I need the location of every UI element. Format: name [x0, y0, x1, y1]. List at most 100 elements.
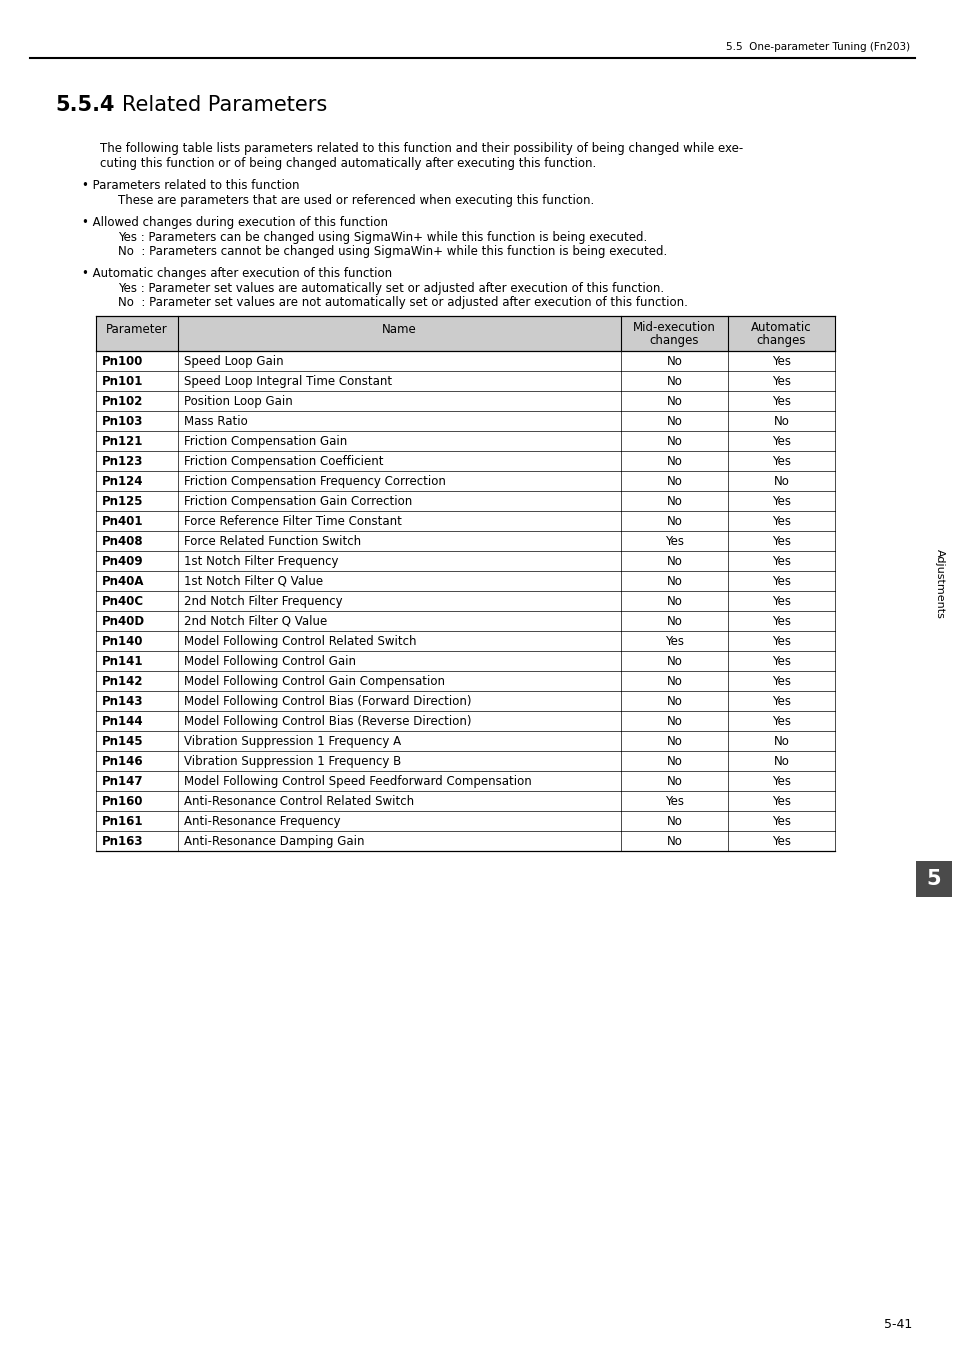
Bar: [96, 612, 834, 630]
Text: Pn101: Pn101: [102, 375, 143, 387]
Text: Pn144: Pn144: [102, 716, 144, 728]
Text: Mass Ratio: Mass Ratio: [184, 414, 248, 428]
Text: Position Loop Gain: Position Loop Gain: [184, 396, 293, 408]
Text: No: No: [666, 414, 681, 428]
Text: These are parameters that are used or referenced when executing this function.: These are parameters that are used or re…: [118, 194, 594, 207]
Text: Adjustments: Adjustments: [934, 548, 944, 618]
Text: Pn161: Pn161: [102, 815, 143, 828]
Text: Yes: Yes: [664, 535, 683, 548]
Text: Anti-Resonance Frequency: Anti-Resonance Frequency: [184, 815, 340, 828]
Text: Force Reference Filter Time Constant: Force Reference Filter Time Constant: [184, 514, 401, 528]
Text: Yes: Yes: [771, 435, 790, 448]
Text: Pn145: Pn145: [102, 734, 144, 748]
Bar: [96, 392, 834, 410]
Text: Model Following Control Bias (Reverse Direction): Model Following Control Bias (Reverse Di…: [184, 716, 471, 728]
Text: Pn124: Pn124: [102, 475, 143, 487]
Text: No: No: [666, 455, 681, 468]
Text: No: No: [773, 475, 789, 487]
Text: Yes: Yes: [771, 455, 790, 468]
Text: No: No: [666, 396, 681, 408]
Text: Pn142: Pn142: [102, 675, 143, 688]
Bar: [96, 651, 834, 671]
Text: No: No: [666, 555, 681, 568]
Text: No: No: [666, 755, 681, 768]
Text: Automatic: Automatic: [750, 321, 811, 333]
Text: Yes: Yes: [771, 675, 790, 688]
Text: Pn40C: Pn40C: [102, 595, 144, 608]
Text: Yes : Parameters can be changed using SigmaWin+ while this function is being exe: Yes : Parameters can be changed using Si…: [118, 231, 646, 244]
Bar: [96, 371, 834, 392]
Text: Yes: Yes: [771, 634, 790, 648]
Text: Pn123: Pn123: [102, 455, 143, 468]
Text: • Allowed changes during execution of this function: • Allowed changes during execution of th…: [82, 216, 388, 230]
Text: No: No: [666, 616, 681, 628]
Text: Friction Compensation Frequency Correction: Friction Compensation Frequency Correcti…: [184, 475, 445, 487]
Text: No: No: [666, 435, 681, 448]
Text: Model Following Control Related Switch: Model Following Control Related Switch: [184, 634, 416, 648]
Text: No: No: [666, 514, 681, 528]
Text: Pn125: Pn125: [102, 495, 143, 508]
Text: Yes: Yes: [771, 396, 790, 408]
Text: Related Parameters: Related Parameters: [122, 95, 327, 115]
Text: Yes: Yes: [771, 795, 790, 809]
Bar: [96, 630, 834, 651]
Text: 5.5.4: 5.5.4: [55, 95, 114, 115]
Text: No: No: [666, 655, 681, 668]
Bar: [96, 711, 834, 730]
Text: Pn146: Pn146: [102, 755, 144, 768]
Text: Pn143: Pn143: [102, 695, 143, 707]
Text: Force Related Function Switch: Force Related Function Switch: [184, 535, 361, 548]
Text: No: No: [666, 695, 681, 707]
Text: 5-41: 5-41: [882, 1318, 911, 1331]
Text: • Automatic changes after execution of this function: • Automatic changes after execution of t…: [82, 267, 392, 279]
Text: No: No: [666, 595, 681, 608]
Text: No: No: [666, 734, 681, 748]
Bar: [96, 791, 834, 811]
Bar: [96, 351, 834, 371]
Text: No: No: [666, 716, 681, 728]
Text: No: No: [773, 734, 789, 748]
Text: 5.5  One-parameter Tuning (Fn203): 5.5 One-parameter Tuning (Fn203): [725, 42, 909, 53]
Bar: [96, 410, 834, 431]
Text: No: No: [666, 575, 681, 589]
Text: Yes: Yes: [771, 836, 790, 848]
Text: Vibration Suppression 1 Frequency B: Vibration Suppression 1 Frequency B: [184, 755, 401, 768]
Text: No: No: [666, 775, 681, 788]
Text: Parameter: Parameter: [106, 323, 168, 336]
Text: Name: Name: [382, 323, 416, 336]
Text: Anti-Resonance Control Related Switch: Anti-Resonance Control Related Switch: [184, 795, 414, 809]
Bar: [96, 431, 834, 451]
Text: Yes: Yes: [771, 535, 790, 548]
Text: Friction Compensation Gain: Friction Compensation Gain: [184, 435, 347, 448]
Text: Model Following Control Bias (Forward Direction): Model Following Control Bias (Forward Di…: [184, 695, 471, 707]
Text: Pn147: Pn147: [102, 775, 143, 788]
Text: Yes: Yes: [771, 655, 790, 668]
Text: Model Following Control Gain Compensation: Model Following Control Gain Compensatio…: [184, 675, 444, 688]
Text: Yes: Yes: [771, 695, 790, 707]
Text: changes: changes: [756, 333, 805, 347]
Text: 2nd Notch Filter Q Value: 2nd Notch Filter Q Value: [184, 616, 327, 628]
Text: Pn160: Pn160: [102, 795, 143, 809]
Bar: [96, 551, 834, 571]
Text: Yes: Yes: [771, 555, 790, 568]
Text: Yes: Yes: [771, 355, 790, 369]
Text: Pn103: Pn103: [102, 414, 143, 428]
Text: No: No: [666, 675, 681, 688]
Text: No: No: [773, 414, 789, 428]
Bar: [96, 730, 834, 751]
Bar: [96, 591, 834, 612]
Text: Pn40D: Pn40D: [102, 616, 145, 628]
Text: 1st Notch Filter Frequency: 1st Notch Filter Frequency: [184, 555, 338, 568]
Text: No: No: [666, 495, 681, 508]
Text: 1st Notch Filter Q Value: 1st Notch Filter Q Value: [184, 575, 323, 589]
Text: Pn409: Pn409: [102, 555, 144, 568]
Text: Speed Loop Gain: Speed Loop Gain: [184, 355, 283, 369]
Text: Yes: Yes: [771, 595, 790, 608]
Text: Speed Loop Integral Time Constant: Speed Loop Integral Time Constant: [184, 375, 392, 387]
Text: Yes: Yes: [771, 514, 790, 528]
Bar: [96, 571, 834, 591]
Text: Yes: Yes: [664, 634, 683, 648]
Bar: [96, 771, 834, 791]
Text: Pn100: Pn100: [102, 355, 143, 369]
Text: Yes : Parameter set values are automatically set or adjusted after execution of : Yes : Parameter set values are automatic…: [118, 282, 663, 296]
